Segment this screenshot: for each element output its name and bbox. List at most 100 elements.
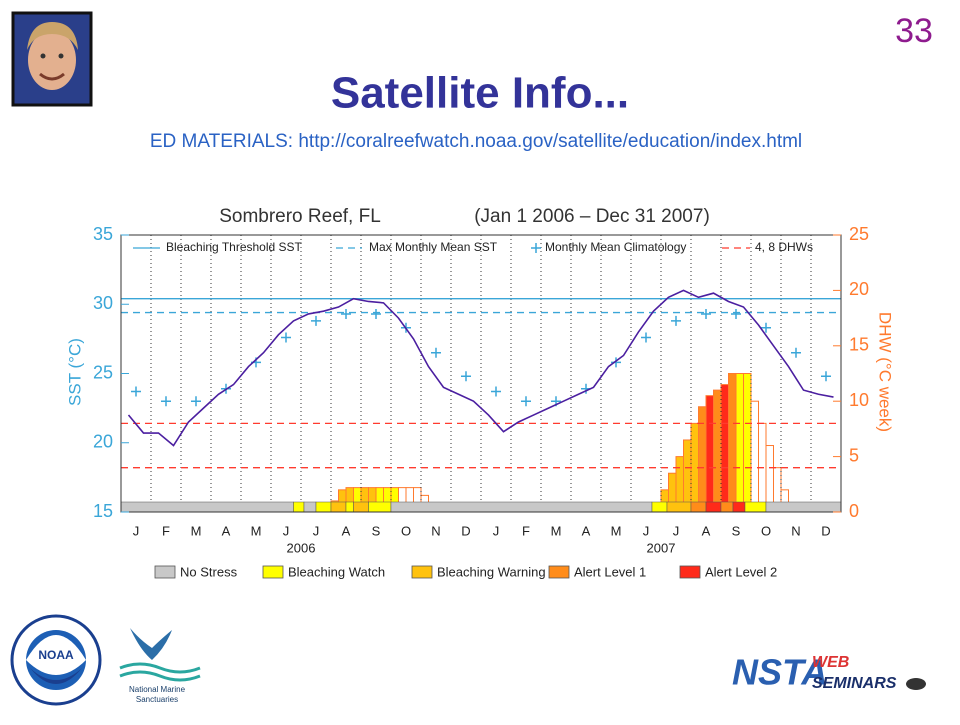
climatology-point	[191, 396, 201, 407]
ed-materials: ED MATERIALS: http://coralreefwatch.noaa…	[150, 131, 802, 152]
chart-title: Sombrero Reef, FL	[219, 206, 381, 227]
x-tick-label: S	[372, 523, 381, 538]
dhw-bar	[683, 439, 692, 513]
sanctuaries-text: National Marine	[129, 685, 186, 694]
x-tick-label: D	[821, 523, 830, 538]
year-label: 2007	[647, 540, 676, 555]
noaa-text: NOAA	[38, 648, 74, 662]
x-tick-label: A	[342, 523, 351, 538]
y-tick-label: 15	[93, 501, 113, 521]
climatology-point	[821, 371, 831, 382]
y2-axis-label: DHW (°C week)	[876, 312, 895, 432]
x-tick-label: J	[493, 523, 500, 538]
x-tick-label: A	[702, 523, 711, 538]
y-tick-label: 20	[93, 432, 113, 452]
sanctuaries-logo: National Marine Sanctuaries	[119, 628, 201, 704]
y2-tick-label: 20	[849, 279, 869, 299]
stress-period	[705, 501, 722, 513]
dhw-bar	[713, 389, 722, 513]
legend-swatch	[531, 243, 541, 253]
stress-period	[120, 501, 294, 513]
dhw-bar	[705, 395, 714, 513]
x-tick-label: J	[313, 523, 320, 538]
stress-period	[303, 501, 317, 513]
stress-period	[390, 501, 653, 513]
nsta-text: NSTA	[732, 652, 827, 693]
x-tick-label: F	[522, 523, 530, 538]
x-tick-label: O	[401, 523, 411, 538]
x-tick-label: M	[611, 523, 622, 538]
x-tick-label: O	[761, 523, 771, 538]
x-tick-label: S	[732, 523, 741, 538]
x-tick-label: M	[551, 523, 562, 538]
x-tick-label: J	[283, 523, 290, 538]
climatology-point	[611, 357, 621, 368]
stress-period	[744, 501, 767, 513]
stress-legend-label: Alert Level 2	[705, 564, 777, 579]
dhw-bar	[720, 384, 729, 513]
climatology-point	[761, 322, 771, 333]
dhw-bar	[735, 373, 744, 513]
climatology-point	[671, 315, 681, 326]
nsta-seminars: SEMINARS	[812, 675, 897, 692]
x-tick-label: N	[431, 523, 440, 538]
climatology-point	[791, 347, 801, 358]
x-tick-label: J	[133, 523, 140, 538]
slide-title: Satellite Info...	[331, 69, 629, 118]
stress-period	[345, 501, 354, 513]
stress-legend-swatch	[154, 565, 176, 579]
climatology-point	[371, 308, 381, 319]
climatology-point	[701, 308, 711, 319]
stress-legend-label: Alert Level 1	[574, 564, 646, 579]
stress-period	[368, 501, 392, 513]
dhw-bar	[728, 373, 737, 513]
dhw-bar	[698, 406, 707, 513]
x-tick-label: A	[582, 523, 591, 538]
x-tick-label: M	[251, 523, 262, 538]
stress-legend-swatch	[262, 565, 284, 579]
legend-label: Monthly Mean Climatology	[545, 240, 686, 254]
noaa-logo: NOAA	[10, 614, 102, 706]
stress-period	[353, 501, 369, 513]
x-tick-label: N	[791, 523, 800, 538]
climatology-point	[161, 396, 171, 407]
sst-line	[127, 289, 834, 447]
stress-period	[330, 501, 347, 513]
climatology-point	[281, 332, 291, 343]
y2-tick-label: 25	[849, 224, 869, 244]
climatology-point	[131, 386, 141, 397]
x-tick-label: J	[643, 523, 650, 538]
stress-period	[690, 501, 707, 513]
x-tick-label: F	[162, 523, 170, 538]
nsta-logo: NSTA WEB SEMINARS	[732, 652, 926, 693]
climatology-point	[731, 308, 741, 319]
presenter-photo	[11, 11, 93, 107]
stress-period	[293, 501, 305, 513]
stress-period	[732, 501, 746, 513]
dhw-bar	[743, 373, 752, 513]
nsta-web: WEB	[812, 654, 849, 671]
y-tick-label: 35	[93, 224, 113, 244]
y-tick-label: 25	[93, 362, 113, 382]
chart: Sombrero Reef, FL (Jan 1 2006 – Dec 31 20…	[65, 206, 894, 579]
stress-period	[666, 501, 692, 513]
y2-tick-label: 5	[849, 445, 859, 465]
x-tick-label: M	[191, 523, 202, 538]
chart-subtitle: (Jan 1 2006 – Dec 31 2007)	[474, 206, 710, 227]
y-tick-label: 30	[93, 293, 113, 313]
legend-label: 4, 8 DHWs	[755, 240, 813, 254]
stress-period	[651, 501, 668, 513]
x-tick-label: A	[222, 523, 231, 538]
sanctuaries-text: Sanctuaries	[136, 695, 178, 704]
y2-tick-label: 15	[849, 335, 869, 355]
slide-number: 33	[895, 12, 933, 50]
y-axis-label: SST (°C)	[65, 338, 84, 406]
climatology-point	[641, 332, 651, 343]
legend-label: Bleaching Threshold SST	[166, 240, 303, 254]
x-tick-label: J	[673, 523, 680, 538]
stress-period	[765, 501, 842, 513]
stress-period	[315, 501, 332, 513]
x-tick-label: D	[461, 523, 470, 538]
stress-legend-label: Bleaching Watch	[288, 564, 385, 579]
